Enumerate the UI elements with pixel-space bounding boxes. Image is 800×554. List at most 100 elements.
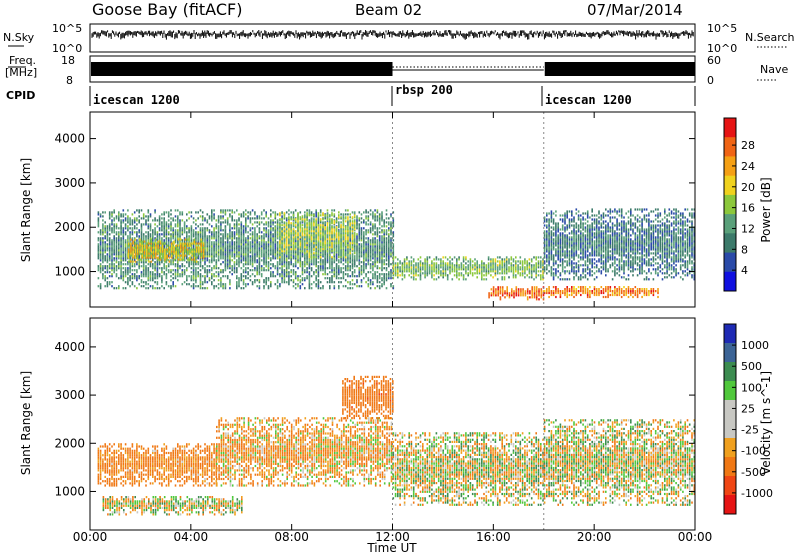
echo-cell [333, 269, 336, 272]
echo-cell [140, 261, 143, 264]
echo-cell [208, 265, 211, 268]
echo-cell [166, 254, 168, 257]
echo-cell [342, 247, 345, 250]
echo-cell [133, 269, 136, 272]
echo-cell [108, 259, 111, 262]
echo-cell [193, 260, 196, 263]
echo-cell [274, 265, 277, 268]
echo-cell [254, 231, 256, 234]
echo-cell [256, 217, 258, 220]
echo-cell [304, 254, 306, 257]
echo-cell [220, 215, 222, 218]
echo-cell [349, 216, 351, 219]
echo-cell [335, 228, 338, 231]
echo-cell [308, 242, 311, 245]
echo-cell [182, 250, 184, 253]
echo-cell [288, 230, 290, 233]
echo-cell [267, 279, 270, 282]
echo-cell [102, 275, 104, 278]
echo-cell [392, 285, 395, 288]
echo-cell [142, 281, 145, 284]
echo-cell [197, 235, 199, 238]
echo-cell [140, 281, 143, 284]
echo-cell [369, 281, 372, 284]
echo-cell [288, 271, 290, 274]
echo-cell [177, 275, 179, 278]
echo-cell [108, 213, 111, 216]
echo-cell [240, 247, 243, 250]
echo-cell [102, 261, 104, 264]
echo-cell [331, 263, 333, 266]
echo-cell [145, 237, 147, 240]
echo-cell [279, 244, 281, 247]
echo-cell [351, 232, 354, 235]
echo-cell [129, 235, 131, 238]
echo-cell [156, 277, 159, 280]
echo-cell [283, 275, 286, 278]
echo-cell [292, 234, 295, 237]
echo-cell [272, 253, 274, 256]
echo-cell [372, 257, 374, 260]
echo-cell [245, 225, 247, 228]
echo-cell [281, 277, 283, 280]
echo-cell [204, 277, 206, 280]
echo-cell [297, 238, 299, 241]
echo-cell [108, 229, 111, 232]
echo-cell [147, 267, 150, 270]
echo-cell [283, 224, 286, 227]
echo-cell [349, 259, 351, 262]
echo-cell [267, 263, 270, 266]
echo-cell [301, 244, 304, 247]
echo-cell [215, 253, 218, 256]
echo-cell [329, 230, 331, 233]
echo-cell [356, 247, 358, 250]
echo-cell [174, 277, 177, 280]
echo-cell [224, 219, 227, 222]
echo-cell [251, 269, 254, 272]
echo-cell [313, 218, 315, 221]
echo-cell [369, 283, 372, 286]
echo-cell [217, 219, 220, 222]
echo-cell [106, 267, 109, 270]
echo-cell [159, 256, 162, 259]
echo-cell [381, 267, 383, 270]
echo-cell [191, 248, 193, 251]
echo-cell [308, 265, 311, 268]
echo-cell [378, 281, 381, 284]
echo-cell [133, 237, 136, 240]
echo-cell [274, 243, 277, 246]
echo-cell [177, 219, 179, 222]
echo-cell [358, 237, 361, 240]
echo-cell [104, 259, 106, 262]
echo-cell [143, 248, 146, 251]
echo-cell [331, 279, 333, 282]
echo-cell [172, 255, 174, 258]
echo-cell [263, 263, 265, 266]
echo-cell [167, 265, 170, 268]
echo-cell [376, 259, 379, 262]
echo-cell [306, 214, 308, 217]
echo-cell [158, 233, 161, 236]
echo-cell [326, 214, 329, 217]
echo-cell [118, 213, 120, 216]
echo-cell [170, 250, 173, 253]
echo-cell [363, 259, 365, 262]
echo-cell [124, 227, 127, 230]
echo-cell [236, 263, 238, 266]
echo-cell [127, 239, 129, 242]
echo-cell [167, 285, 170, 288]
echo-cell [222, 283, 224, 286]
echo-cell [167, 239, 170, 242]
echo-cell [174, 219, 177, 222]
echo-cell [206, 239, 209, 242]
echo-cell [113, 235, 115, 238]
echo-cell [97, 249, 100, 252]
echo-cell [130, 242, 132, 245]
echo-cell [238, 257, 240, 260]
echo-cell [186, 241, 188, 244]
echo-cell [147, 245, 150, 248]
echo-cell [224, 233, 227, 236]
echo-cell [315, 285, 317, 288]
echo-cell [180, 250, 182, 253]
echo-cell [265, 255, 267, 258]
